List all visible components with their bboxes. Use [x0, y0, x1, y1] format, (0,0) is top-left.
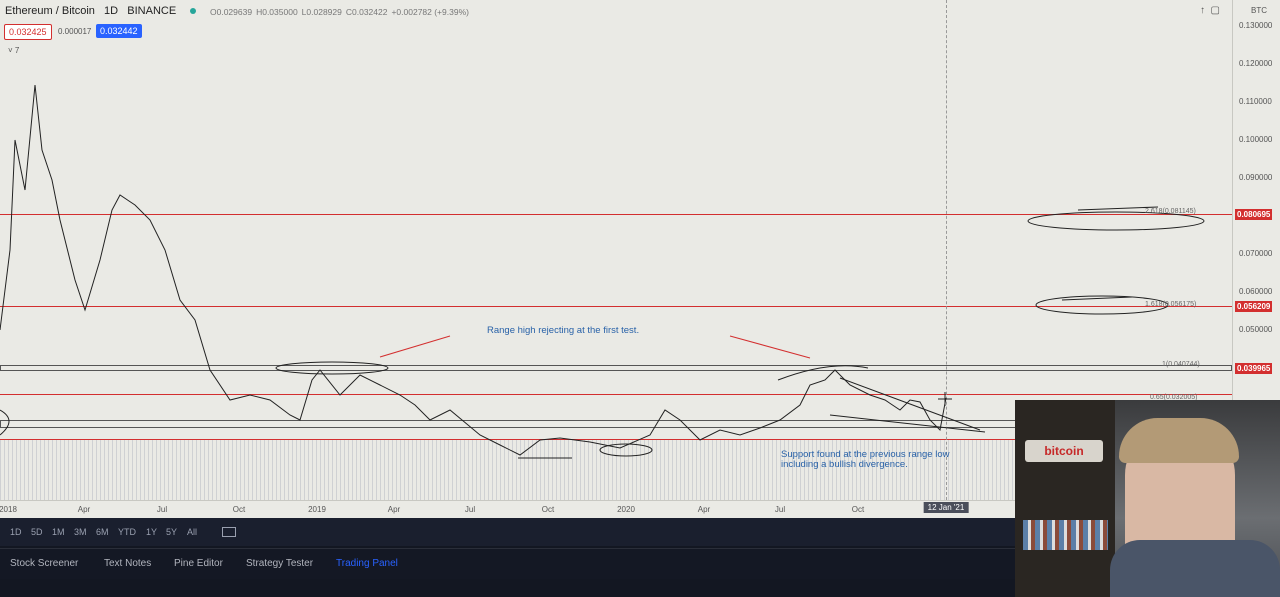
time-label: Jul [774, 505, 786, 514]
ohlc-value: H0.035000 [256, 7, 298, 17]
ohlc-value: O0.029639 [210, 7, 253, 17]
price-level-label: 0.080695 [1235, 209, 1273, 220]
books [1023, 520, 1108, 550]
tab[interactable]: Stock Screener [10, 558, 79, 569]
currency: BTC [1251, 6, 1267, 15]
range-button[interactable]: YTD [118, 527, 136, 537]
level-line [0, 394, 1232, 395]
range-toolbar: 1D 5D 1M 3M 6M YTD 1Y 5Y All [0, 518, 1015, 546]
ohlc-value: +0.002782 (+9.39%) [391, 7, 469, 17]
ohlc: O0.029639 H0.035000 L0.028929 C0.032422 +0.0… [210, 7, 473, 17]
tab[interactable]: Trading Panel [336, 558, 398, 569]
range-button[interactable]: 6M [96, 527, 109, 537]
exchange: BINANCE [127, 5, 177, 17]
status-dot [190, 8, 196, 14]
range-button[interactable]: 1D [10, 527, 22, 537]
icons[interactable]: ↑ ▢ [1200, 5, 1221, 16]
fib-label: 1.618(0.056175) [1145, 301, 1197, 308]
range-button[interactable]: 3M [74, 527, 87, 537]
level-line [0, 214, 1232, 215]
interval: 1D [104, 5, 119, 17]
time-axis: 2018 Apr Jul Oct 2019 Apr Jul Oct 2020 Apr Jul Oct 1… [0, 500, 1232, 519]
sign: bitcoin [1025, 440, 1103, 462]
fib-label: 0.65(0.032005) [1150, 394, 1198, 401]
drawings [0, 84, 1205, 459]
time-label: Oct [851, 505, 865, 514]
time-label: 12 Jan '21 [923, 502, 969, 513]
price-tick: 0.110000 [1239, 97, 1272, 106]
time-label: 2020 [617, 505, 635, 514]
range-button[interactable]: 5D [31, 527, 43, 537]
annotation-line: Support found at the previous range low [781, 449, 950, 460]
compare-icon[interactable] [222, 527, 236, 537]
ohlc-value: L0.028929 [301, 7, 342, 17]
spread: 0.000017 [58, 27, 92, 36]
price-tick: 0.070000 [1239, 249, 1273, 258]
range-button[interactable]: 5Y [166, 527, 178, 537]
shelf [1015, 400, 1115, 597]
shirt [1110, 540, 1280, 597]
ohlc-value: C0.032422 [345, 7, 388, 17]
price-level-label: 0.056209 [1235, 301, 1273, 312]
level-line [0, 306, 1232, 307]
fib-label: 1(0.040744) [1162, 361, 1200, 368]
price-tick: 0.060000 [1239, 287, 1273, 296]
time-label: 2019 [308, 505, 326, 514]
time-label: Oct [232, 505, 246, 514]
range-high-box [0, 365, 1232, 371]
time-label: Apr [697, 505, 711, 514]
annotation-line: including a bullish divergence. [781, 459, 908, 470]
price-tick: 0.050000 [1239, 325, 1273, 334]
symbol-title: Ethereum / Bitcoin 1D BINANCE [5, 5, 176, 17]
tab[interactable]: Text Notes [104, 558, 152, 569]
range-button[interactable]: 1Y [146, 527, 158, 537]
price-tick: 0.100000 [1239, 135, 1273, 144]
bid-button[interactable]: 0.032425 [4, 24, 52, 40]
tab[interactable]: Strategy Tester [246, 558, 314, 569]
time-label: Apr [77, 505, 91, 514]
price-level-label: 0.039965 [1235, 363, 1273, 374]
indicators-toggle[interactable]: ˅ 7 [8, 46, 20, 55]
time-label: Jul [464, 505, 476, 514]
fib-label: 2.618(0.081145) [1145, 208, 1196, 215]
ask-button[interactable]: 0.032442 [96, 24, 142, 38]
time-label: Jul [156, 505, 168, 514]
annotation: Support found at the previous range low … [781, 450, 949, 470]
range-button[interactable]: 1M [52, 527, 65, 537]
price-tick: 0.120000 [1239, 59, 1273, 68]
crosshair [946, 0, 947, 500]
time-label: Apr [387, 505, 401, 514]
price-tick: 0.130000 [1239, 21, 1273, 30]
time-label: Oct [541, 505, 555, 514]
range-button[interactable]: All [187, 527, 198, 537]
tab[interactable]: Pine Editor [174, 558, 223, 569]
hair [1119, 418, 1239, 463]
price-tick: 0.090000 [1239, 173, 1273, 182]
symbol: Ethereum / Bitcoin [5, 5, 95, 17]
level-line [0, 439, 1232, 440]
indicator-count: 7 [14, 46, 20, 55]
time-label: 2018 [0, 505, 17, 514]
webcam: bitcoin [1015, 400, 1280, 597]
annotation: Range high rejecting at the first test. [487, 325, 640, 336]
bottom-tabs: Stock Screener Text Notes Pine Editor Strat… [0, 548, 1015, 579]
